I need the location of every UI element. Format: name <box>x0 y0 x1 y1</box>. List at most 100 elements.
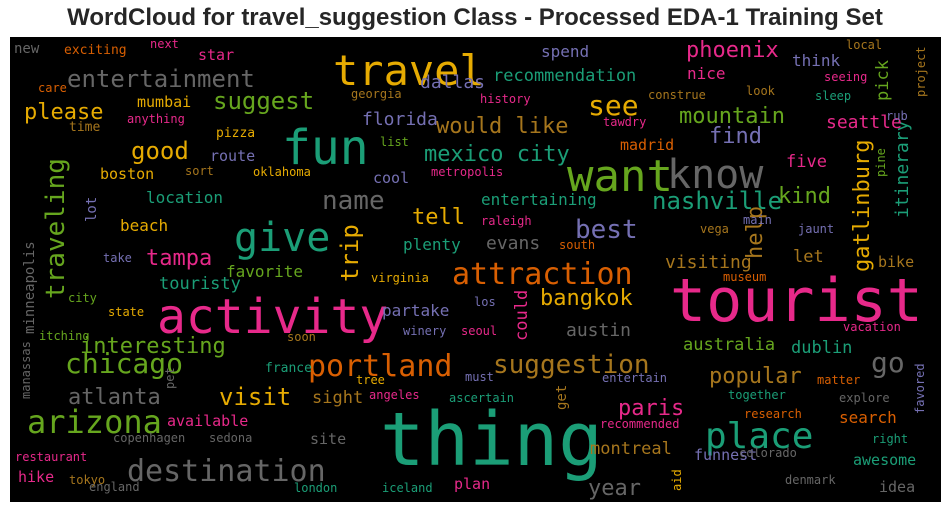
word-fun: fun <box>282 120 369 176</box>
word-metropolis: metropolis <box>431 165 503 179</box>
word-state: state <box>108 305 144 319</box>
word-best: best <box>575 215 638 245</box>
word-time: time <box>69 120 100 135</box>
word-manassas: manassas <box>19 341 33 399</box>
word-angeles: angeles <box>369 388 420 402</box>
word-could: could <box>512 290 532 341</box>
word-travel: travel <box>333 46 485 95</box>
word-vega: vega <box>700 222 729 236</box>
word-new: new <box>14 41 40 57</box>
word-together: together <box>728 388 786 402</box>
word-right: right <box>872 432 908 446</box>
word-search: search <box>839 408 897 427</box>
word-tell: tell <box>412 205 465 230</box>
word-dallas: dallas <box>420 72 485 93</box>
word-suggestion: suggestion <box>493 350 650 380</box>
word-colorado: colorado <box>739 446 797 460</box>
word-minneapolis: minneapolis <box>22 241 38 334</box>
word-get: get <box>554 385 570 410</box>
word-itching: itching <box>39 329 90 343</box>
word-year: year <box>588 476 641 501</box>
word-entertainment: entertainment <box>67 65 255 93</box>
word-place: place <box>705 416 813 457</box>
word-seattle: seattle <box>826 112 902 133</box>
word-see: see <box>588 89 639 122</box>
word-sedona: sedona <box>209 431 252 445</box>
wordcloud-panel: thing tourist activity fun travel want know pla… <box>10 37 941 502</box>
word-england: england <box>89 480 140 494</box>
word-think: think <box>792 51 841 70</box>
word-itinerary: itinerary <box>892 120 913 218</box>
word-activity: activity <box>157 289 388 345</box>
word-take: take <box>103 251 132 265</box>
word-pizza: pizza <box>216 126 255 141</box>
word-florida: florida <box>362 109 438 130</box>
word-nice: nice <box>687 64 726 83</box>
word-attraction: attraction <box>452 257 633 292</box>
word-madrid: madrid <box>620 136 674 154</box>
word-must: must <box>465 370 494 384</box>
word-pet: pet <box>163 367 177 389</box>
word-favored: favored <box>913 363 927 414</box>
word-anything: anything <box>127 112 185 126</box>
word-suggest: suggest <box>213 87 314 115</box>
word-kind: kind <box>778 184 831 209</box>
word-restaurant: restaurant <box>15 450 87 464</box>
word-tree: tree <box>356 373 385 387</box>
word-want: want <box>567 151 673 202</box>
word-phoenix: phoenix <box>686 38 779 63</box>
word-austin: austin <box>566 320 631 341</box>
word-raleigh: raleigh <box>481 214 532 228</box>
word-visit: visit <box>219 383 291 411</box>
word-dublin: dublin <box>791 338 852 358</box>
word-star: star <box>198 46 234 64</box>
word-australia: australia <box>683 335 775 355</box>
word-france: france <box>265 361 312 376</box>
word-iceland: iceland <box>382 481 433 495</box>
word-pine: pine <box>874 148 888 177</box>
word-local: local <box>846 38 882 52</box>
word-recommended: recommended <box>600 417 679 431</box>
word-evans: evans <box>486 233 540 254</box>
word-site: site <box>310 430 346 448</box>
word-georgia: georgia <box>351 87 402 101</box>
word-matter: matter <box>817 373 860 387</box>
word-tourist: tourist <box>670 266 923 336</box>
word-copenhagen: copenhagen <box>113 431 185 445</box>
word-exciting: exciting <box>64 43 127 58</box>
word-sight: sight <box>312 388 363 408</box>
word-interesting: interesting <box>80 334 226 359</box>
word-portland: portland <box>308 349 453 384</box>
word-partake: partake <box>382 301 449 320</box>
word-south: south <box>559 238 595 252</box>
word-recommendation: recommendation <box>493 66 636 86</box>
word-look: look <box>746 84 776 98</box>
word-seoul: seoul <box>461 324 497 338</box>
word-history: history <box>480 92 531 106</box>
word-mexico-city: mexico city <box>424 142 570 167</box>
word-chicago: chicago <box>65 347 183 380</box>
word-list: list <box>380 135 409 149</box>
word-available: available <box>167 412 248 430</box>
word-jaunt: jaunt <box>798 222 834 236</box>
word-pick: pick <box>873 60 893 101</box>
word-winery: winery <box>403 324 446 338</box>
word-go: go <box>871 346 905 379</box>
word-explore: explore <box>839 391 890 405</box>
word-seeing: seeing <box>824 70 867 84</box>
word-idea: idea <box>879 478 915 496</box>
word-let: let <box>793 247 824 267</box>
word-find: find <box>709 124 762 149</box>
word-plenty: plenty <box>403 235 461 254</box>
word-construe: construe <box>648 88 706 102</box>
word-hike: hike <box>18 468 54 486</box>
word-trip: trip <box>336 224 364 282</box>
word-gatlinburg: gatlinburg <box>850 140 875 272</box>
word-tawdry: tawdry <box>603 115 646 129</box>
word-five: five <box>786 152 827 172</box>
word-mountain: mountain <box>679 104 785 129</box>
word-research: research <box>744 407 802 421</box>
word-arizona: arizona <box>27 403 162 441</box>
word-atlanta: atlanta <box>68 385 161 410</box>
